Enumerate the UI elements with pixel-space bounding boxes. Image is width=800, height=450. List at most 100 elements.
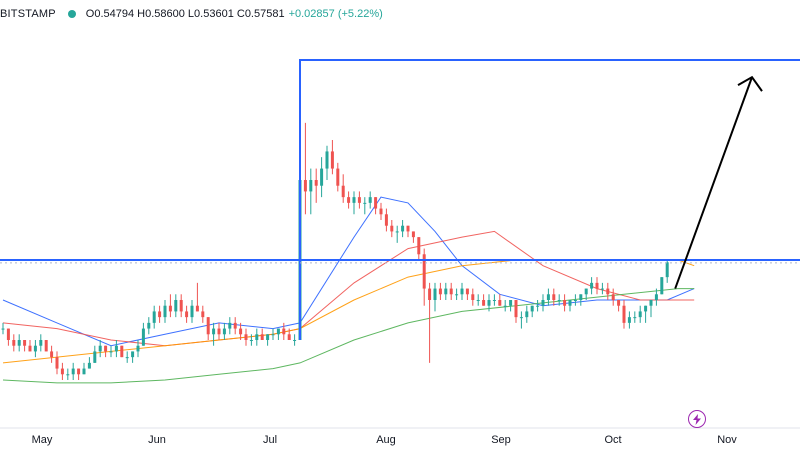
candle-body [411,231,415,238]
exchange-label: BITSTAMP [0,8,56,20]
x-tick-label: Oct [604,434,622,446]
candle-body [163,305,167,318]
lightning-icon[interactable] [688,410,706,428]
moving-average-line [2,288,695,384]
candle-body [239,328,243,335]
candle-body [525,311,529,318]
candle-body [60,368,64,375]
candle-body [71,368,75,375]
candle-body [600,288,604,290]
projection-arrowhead [737,75,763,92]
candle-body [55,357,59,369]
candle-body [498,300,502,306]
candle-body [147,322,151,329]
candle-body [379,208,383,215]
candle-body [330,151,334,169]
candle-body [530,305,534,312]
x-tick-label: May [31,434,53,446]
price-change: +0.02857 (+5.22%) [288,8,383,20]
candle-body [293,340,297,341]
candle-body [584,288,588,295]
ohlc-values: O0.54794 H0.58600 L0.53601 C0.57581 [85,8,285,20]
market-status-dot-icon [67,10,76,18]
candle-body [158,311,162,318]
candle-body [514,300,518,318]
candle-body [6,328,10,340]
candle-body [503,305,507,307]
candle-body [260,334,264,340]
candle-body [471,294,475,300]
moving-average-line [2,230,695,347]
candle-body [309,180,313,192]
candle-body [120,345,124,358]
candle-body [622,305,626,323]
candle-body [438,288,442,295]
candle-body [546,294,550,300]
symbol-legend: BITSTAMP O0.54794 H0.58600 L0.53601 C0.5… [0,6,383,22]
candle-body [190,305,194,318]
candle-body [233,322,237,329]
candle-body [352,197,356,203]
candle-body [654,294,658,300]
candle-body [212,328,216,335]
candle-body [557,300,561,301]
candle-body [185,311,189,318]
candle-body [23,340,27,346]
candle-body [357,197,361,203]
candle-body [449,288,453,295]
x-tick-label: Jul [262,434,278,446]
candle-body [244,334,248,340]
candle-body [98,345,102,352]
candle-body [573,300,577,301]
candle-body [482,300,486,306]
candle-body [374,197,378,209]
candle-body [287,334,291,340]
candle-body [390,225,394,232]
candle-body [28,345,32,352]
candle-body [152,311,156,323]
x-tick-label: Nov [717,434,737,446]
candle-body [276,328,280,335]
x-tick-label: Sep [491,434,511,446]
candle-body [401,225,405,232]
candle-body [271,334,275,336]
candle-body [541,300,545,306]
candle-body [114,345,118,352]
candle-body [77,368,81,375]
candle-body [368,197,372,203]
candle-body [314,180,318,186]
candle-body [50,351,54,358]
candle-body [33,345,37,352]
candle-body [82,368,86,375]
x-tick-label: Jun [148,434,166,446]
candle-body [168,305,172,312]
projection-arrow [674,76,753,289]
candle-body [228,322,232,329]
candle-body [1,328,5,330]
candle-body [66,374,70,376]
candle-body [320,168,324,186]
candle-body [347,197,351,203]
candle-body [384,214,388,226]
candle-body [195,305,199,312]
candle-body [217,328,221,335]
candle-body [174,300,178,312]
candle-body [417,237,421,255]
moving-average-line [2,196,695,347]
candle-body [255,334,259,340]
candle-body [12,340,16,346]
target-level-line [299,59,800,340]
candle-body [487,300,491,306]
candle-body [660,277,664,295]
time-axis[interactable]: May Jun Jul Aug Sep Oct Nov [0,428,800,450]
candle-body [579,294,583,300]
candle-body [644,305,648,312]
x-tick-label: Aug [376,434,396,446]
candle-body [406,225,410,232]
candle-body [109,351,113,353]
candle-body [519,317,523,319]
candle-body [665,262,669,278]
candle-body [222,328,226,335]
